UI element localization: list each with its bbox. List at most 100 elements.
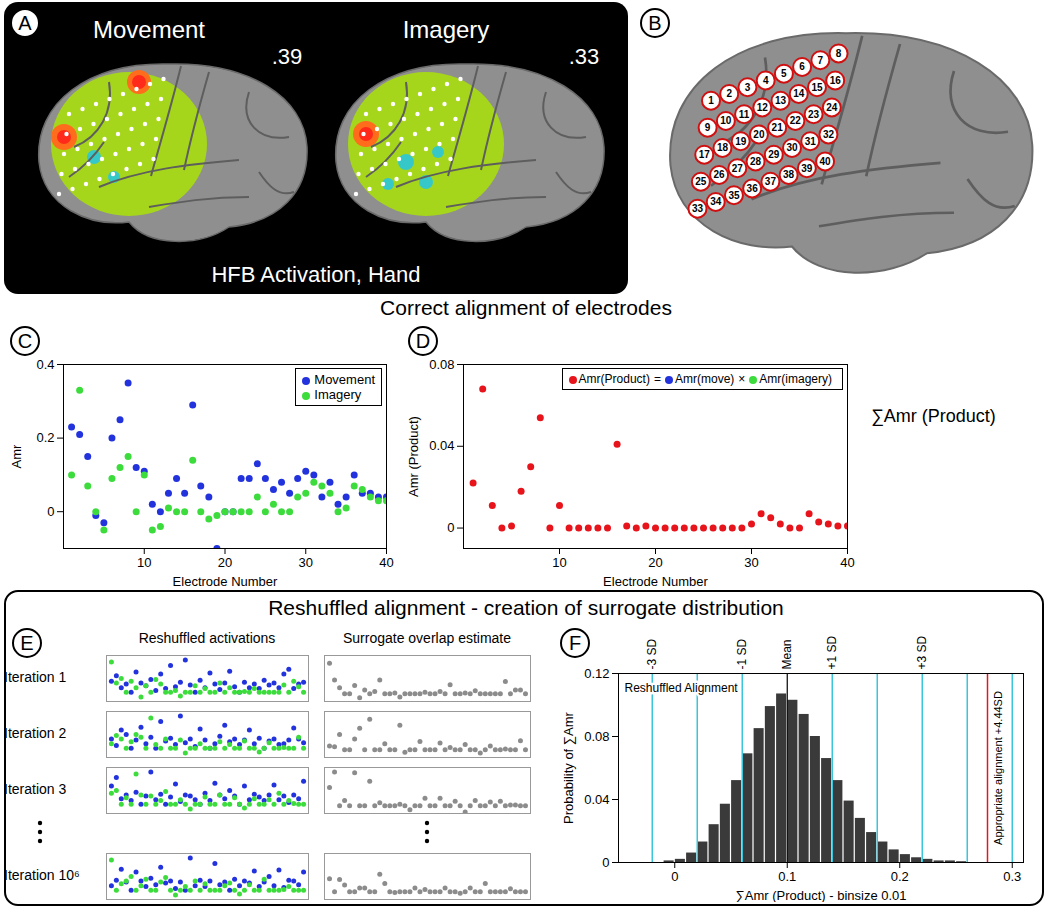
svg-text:10: 10: [552, 555, 566, 570]
svg-text:29: 29: [768, 149, 780, 160]
svg-text:23: 23: [808, 109, 820, 120]
svg-text:0: 0: [447, 520, 454, 535]
svg-text:20: 20: [753, 129, 765, 140]
svg-text:0: 0: [671, 869, 678, 884]
svg-text:Electrode Number: Electrode Number: [603, 574, 708, 589]
svg-text:21: 21: [772, 122, 784, 133]
svg-text:0.08: 0.08: [584, 729, 609, 744]
html-text:Iteration 1: Iteration 1: [4, 669, 67, 685]
svg-text:10: 10: [720, 115, 732, 126]
svg-text:Reshuffled Alignment: Reshuffled Alignment: [625, 681, 739, 695]
html-text:Iteration 2: Iteration 2: [4, 725, 67, 741]
svg-text:8: 8: [836, 48, 842, 59]
svg-text:0.1: 0.1: [778, 869, 796, 884]
svg-text:0: 0: [602, 855, 609, 870]
svg-text:34: 34: [710, 196, 722, 207]
html-text:Amr(Product) =: Amr(Product) =: [578, 372, 661, 386]
html-text:F: F: [568, 632, 582, 654]
svg-text:30: 30: [786, 142, 798, 153]
svg-text:0.2: 0.2: [36, 430, 54, 445]
html-text:C: C: [17, 330, 33, 352]
svg-text:0: 0: [47, 504, 54, 519]
svg-text:18: 18: [717, 142, 729, 153]
html-text:Iteration 10⁶: Iteration 10⁶: [4, 867, 80, 883]
svg-text:.33: .33: [569, 44, 600, 69]
html-text:Amr(move) ×: Amr(move) ×: [675, 372, 746, 386]
svg-text:7: 7: [818, 55, 824, 66]
svg-text:24: 24: [826, 102, 838, 113]
svg-text:Imagery: Imagery: [403, 16, 490, 43]
svg-text:30: 30: [299, 555, 313, 570]
svg-text:16: 16: [830, 75, 842, 86]
svg-text:6: 6: [799, 61, 805, 72]
svg-text:40: 40: [820, 156, 832, 167]
svg-text:31: 31: [805, 136, 817, 147]
html-text:∑Amr (Product): ∑Amr (Product): [871, 406, 996, 426]
svg-text:2: 2: [726, 88, 732, 99]
svg-text:15: 15: [811, 82, 823, 93]
svg-text:32: 32: [823, 129, 835, 140]
svg-text:40: 40: [379, 555, 393, 570]
svg-text:1: 1: [708, 95, 714, 106]
svg-text:40: 40: [840, 555, 854, 570]
svg-text:Amr: Amr: [9, 444, 24, 469]
svg-text:5: 5: [781, 68, 787, 79]
html-text:A: A: [18, 12, 32, 34]
svg-text:∑Amr (Product) - binsize 0.01: ∑Amr (Product) - binsize 0.01: [735, 888, 906, 903]
svg-text:Movement: Movement: [93, 16, 205, 43]
svg-text:26: 26: [714, 169, 726, 180]
svg-text:3: 3: [745, 82, 751, 93]
svg-text:27: 27: [732, 163, 744, 174]
svg-text:Electrode Number: Electrode Number: [173, 574, 278, 589]
svg-text:9: 9: [705, 122, 711, 133]
svg-text:+1 SD: +1 SD: [825, 635, 839, 669]
svg-text:-3 SD: -3 SD: [645, 638, 659, 669]
svg-text:0.12: 0.12: [584, 666, 609, 681]
svg-text:0.04: 0.04: [429, 438, 454, 453]
svg-text:HFB Activation, Hand: HFB Activation, Hand: [211, 262, 420, 287]
svg-text:22: 22: [790, 115, 802, 126]
svg-text:35: 35: [728, 190, 740, 201]
svg-text:4: 4: [763, 75, 769, 86]
svg-text:36: 36: [747, 183, 759, 194]
svg-text:13: 13: [775, 95, 787, 106]
svg-text:17: 17: [699, 149, 711, 160]
html-text:E: E: [20, 632, 34, 654]
svg-text:0.2: 0.2: [891, 869, 909, 884]
html-text:Reshuffled alignment - creatio: Reshuffled alignment - creation of surro…: [268, 596, 784, 619]
svg-text:.39: .39: [272, 44, 303, 69]
svg-text:20: 20: [218, 555, 232, 570]
html-text:D: D: [415, 330, 431, 352]
svg-text:10: 10: [137, 555, 151, 570]
svg-text:0.3: 0.3: [1003, 869, 1021, 884]
svg-text:11: 11: [739, 109, 750, 120]
svg-text:38: 38: [783, 169, 795, 180]
svg-text:33: 33: [692, 203, 704, 214]
svg-text:Amr (Product): Amr (Product): [406, 416, 421, 497]
svg-text:Appropriate alignment +4.44SD: Appropriate alignment +4.44SD: [992, 691, 1004, 845]
html-text:Iteration 3: Iteration 3: [4, 781, 67, 797]
svg-text:12: 12: [757, 102, 769, 113]
html-text:B: B: [648, 12, 662, 34]
svg-text:20: 20: [648, 555, 662, 570]
html-text:Imagery: Imagery: [314, 387, 362, 402]
html-text:Correct alignment of electrode: Correct alignment of electrodes: [380, 296, 672, 319]
svg-text:Probability of ∑Amr: Probability of ∑Amr: [561, 711, 576, 824]
svg-text:+3 SD: +3 SD: [915, 635, 929, 669]
html-text:Movement: Movement: [314, 372, 375, 387]
svg-text:37: 37: [765, 176, 777, 187]
html-text:Reshuffled activations: Reshuffled activations: [138, 630, 276, 646]
svg-text:19: 19: [735, 136, 747, 147]
svg-text:0.08: 0.08: [429, 357, 454, 372]
html-text:Surrogate overlap estimate: Surrogate overlap estimate: [343, 630, 511, 646]
svg-text:39: 39: [801, 163, 813, 174]
svg-text:28: 28: [750, 156, 762, 167]
svg-text:14: 14: [793, 88, 805, 99]
svg-text:25: 25: [695, 176, 707, 187]
html-text:Amr(imagery): Amr(imagery): [759, 372, 832, 386]
svg-text:0.4: 0.4: [36, 357, 54, 372]
svg-text:-1 SD: -1 SD: [735, 638, 749, 669]
svg-text:Mean: Mean: [780, 639, 794, 669]
svg-text:30: 30: [744, 555, 758, 570]
svg-text:0.04: 0.04: [584, 792, 609, 807]
